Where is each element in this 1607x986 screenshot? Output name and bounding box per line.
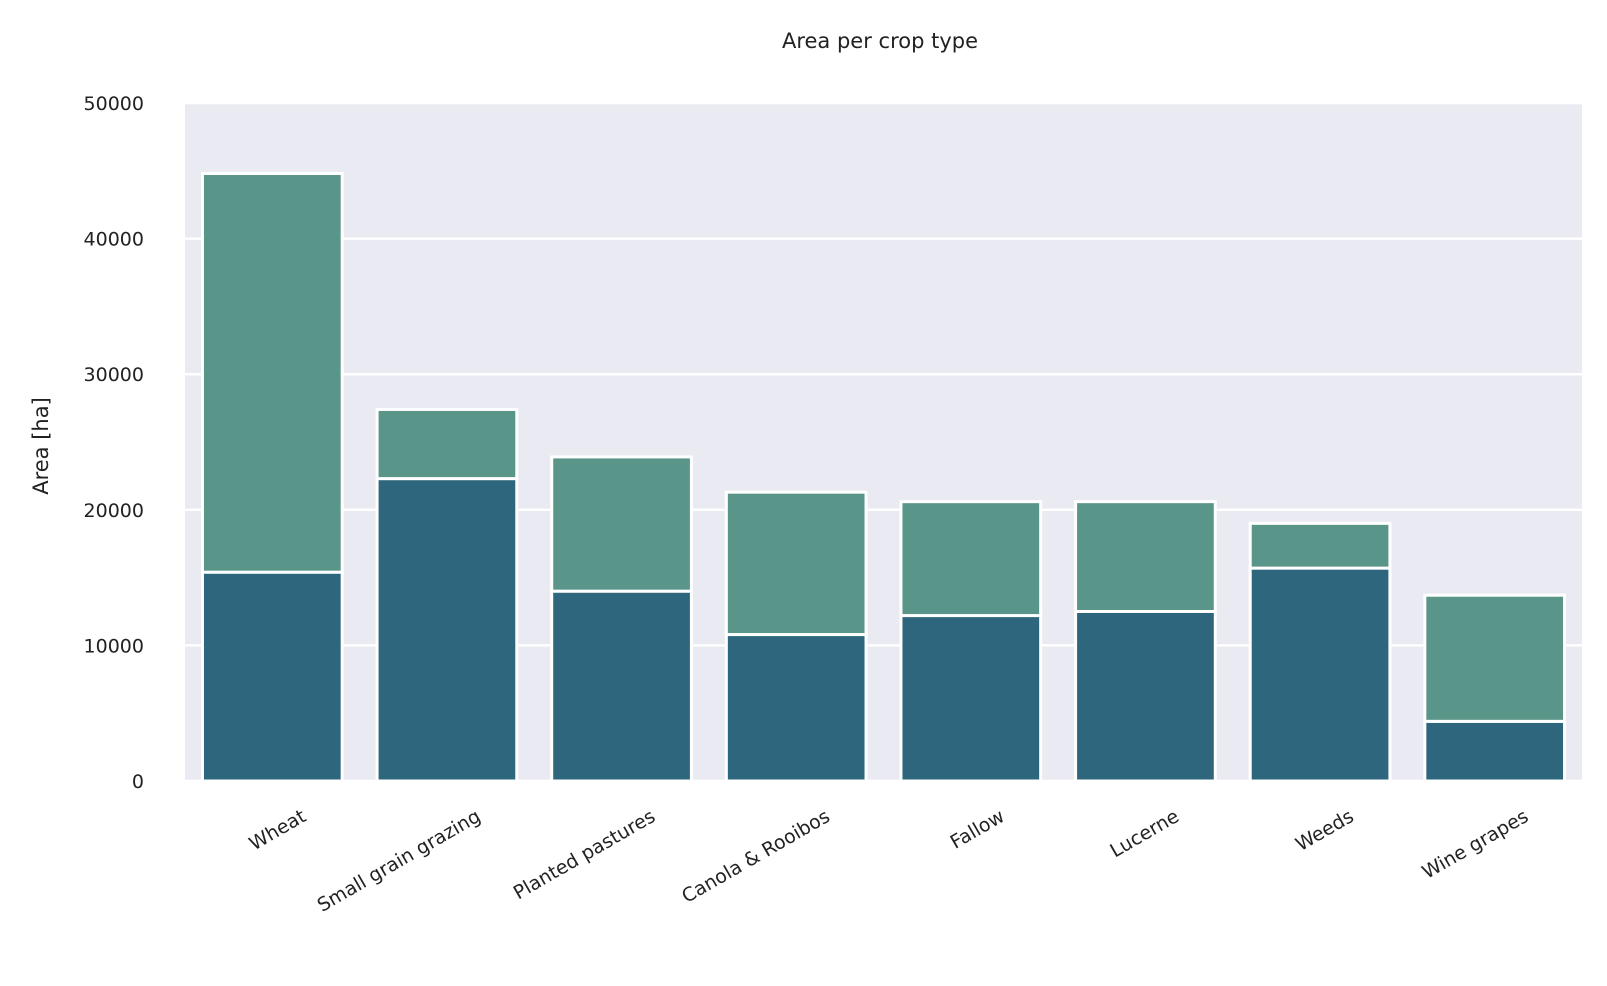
bars — [200, 172, 1567, 783]
y-axis-label: Area [ha] — [29, 397, 53, 495]
bar-segment-lower — [1423, 719, 1567, 783]
bar-segment-lower — [724, 633, 868, 783]
y-tick-label: 10000 — [84, 635, 144, 657]
bar-segment-lower — [550, 589, 693, 783]
bar-segment-upper — [1423, 593, 1567, 723]
bar-segment-upper — [200, 172, 344, 574]
y-tick-label: 20000 — [84, 500, 144, 522]
y-tick-label: 50000 — [84, 93, 144, 115]
bar-segment-lower — [200, 570, 344, 783]
bar-segment-lower — [1074, 610, 1217, 783]
bar-segment-lower — [375, 477, 519, 783]
bar-segment-upper — [724, 490, 868, 637]
y-tick-label: 0 — [132, 771, 144, 793]
y-axis-ticks: 0 10000 20000 30000 40000 50000 — [84, 93, 144, 793]
bar-segment-upper — [550, 455, 693, 593]
bar-segment-upper — [1074, 500, 1217, 613]
y-tick-label: 40000 — [84, 229, 144, 251]
y-tick-label: 30000 — [84, 364, 144, 386]
bar-segment-upper — [899, 500, 1043, 618]
chart-title: Area per crop type — [782, 29, 978, 53]
bar-segment-upper — [1248, 521, 1392, 570]
bar-segment-upper — [375, 407, 519, 481]
bar-segment-lower — [899, 614, 1043, 783]
bar-segment-lower — [1248, 566, 1392, 783]
